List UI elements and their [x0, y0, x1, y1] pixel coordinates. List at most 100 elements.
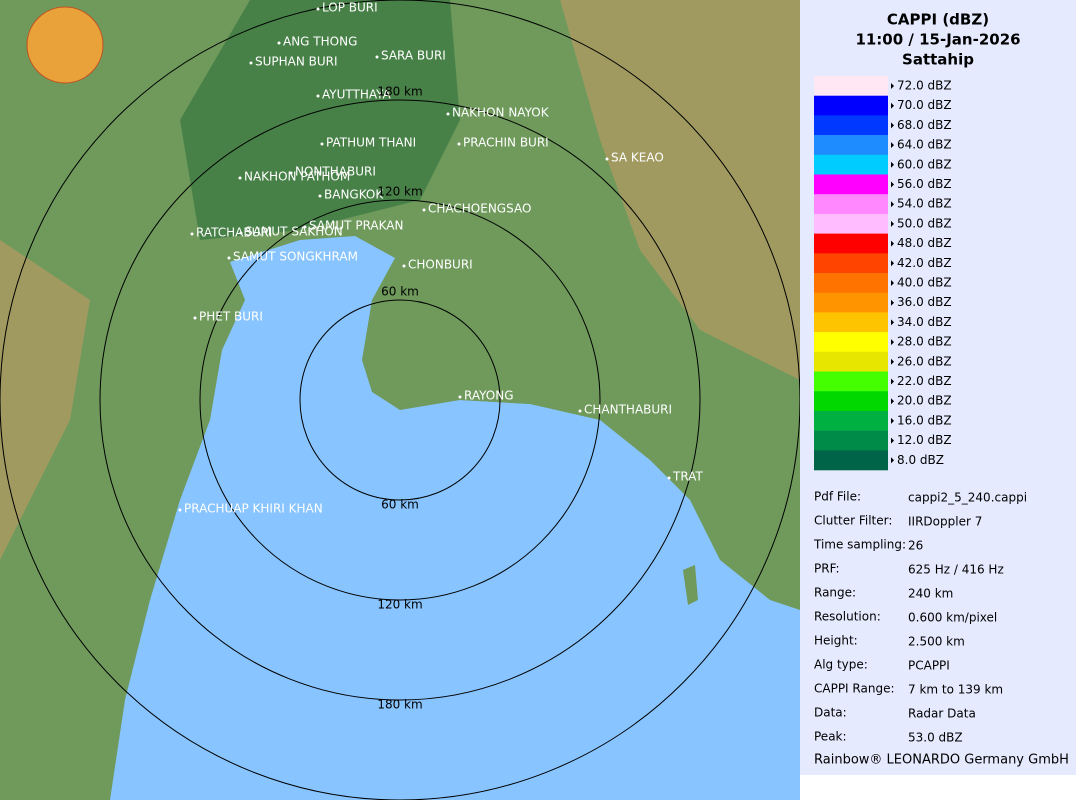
legend-swatch [814, 430, 888, 451]
time: 11:00 / 15-Jan-2026 [855, 31, 1020, 49]
legend-swatch [814, 332, 888, 353]
city-dot [249, 61, 253, 65]
info-value: cappi2_5_240.cappi [908, 491, 1027, 505]
city-dot [667, 476, 671, 480]
legend-label: 40.0 dBZ [897, 276, 952, 290]
legend-swatch [814, 174, 888, 195]
info-key: Resolution: [814, 610, 881, 624]
city-dot [178, 508, 182, 512]
city-dot [318, 194, 322, 198]
site: Sattahip [902, 51, 974, 69]
peninsula [420, 330, 560, 404]
legend-label: 68.0 dBZ [897, 118, 952, 132]
city-label: CHACHOENGSAO [428, 202, 531, 216]
legend-label: 20.0 dBZ [897, 394, 952, 408]
city-dot [422, 208, 426, 212]
legend-label: 72.0 dBZ [897, 79, 952, 93]
city-dot [402, 264, 406, 268]
legend-swatch [814, 312, 888, 333]
city-label: PRACHUAP KHIRI KHAN [184, 502, 323, 516]
side-panel: CAPPI (dBZ) 11:00 / 15-Jan-2026 Sattahip… [800, 0, 1076, 775]
city-label: NAKHON NAYOK [452, 106, 550, 120]
legend-swatch [814, 233, 888, 254]
info-key: Data: [814, 706, 847, 720]
info-key: Peak: [814, 730, 847, 744]
info-value: 0.600 km/pixel [908, 611, 997, 625]
range-label: 60 km [381, 498, 419, 512]
legend-tick [891, 339, 894, 346]
ring [99, 99, 701, 701]
legend-tick [891, 457, 894, 464]
legend-label: 70.0 dBZ [897, 98, 952, 112]
city-dot [375, 55, 379, 59]
city-dot [457, 142, 461, 146]
city-dot [238, 176, 242, 180]
city-dot [239, 231, 243, 235]
legend-label: 22.0 dBZ [897, 374, 952, 388]
legend-swatch [814, 135, 888, 156]
legend-swatch [814, 371, 888, 392]
info-value: 7 km to 139 km [908, 683, 1003, 697]
island [683, 565, 698, 605]
legend-tick [891, 280, 894, 286]
legend-swatch [814, 76, 888, 96]
legend-tick [891, 378, 894, 385]
info-value: 53.0 dBZ [908, 731, 963, 745]
city-label: SARA BURI [381, 49, 446, 63]
legend-swatch [814, 292, 888, 313]
legend-swatch [814, 253, 888, 274]
city-labels: LOP BURI ANG THONG SARA BURI SUPHAN BURI AYU… [178, 1, 703, 516]
city-label: SUPHAN BURI [255, 55, 338, 69]
radar-map: LOP BURI ANG THONG SARA BURI SUPHAN BURI AYU… [0, 0, 800, 800]
range-label: 120 km [377, 598, 422, 612]
city-dot [320, 142, 324, 146]
legend-tick [891, 220, 894, 227]
info-value: PCAPPI [908, 659, 950, 673]
city-label: AYUTTHAYA [322, 88, 392, 102]
legend-tick [891, 161, 894, 168]
legend-tick [891, 398, 894, 405]
legend-label: 8.0 dBZ [897, 453, 944, 467]
info-key: Height: [814, 634, 858, 648]
city-dot [316, 94, 320, 98]
city-dot [578, 409, 582, 413]
ring [199, 199, 601, 601]
info-key: PRF: [814, 562, 840, 576]
legend-swatch [814, 450, 888, 471]
city-dot [190, 232, 194, 236]
info-key: Pdf File: [814, 490, 861, 504]
legend-tick [891, 83, 894, 89]
range-rings [0, 0, 800, 800]
range-label: 60 km [381, 285, 419, 299]
info-key: Clutter Filter: [814, 514, 892, 528]
range-labels: 180 km 120 km 60 km 60 km 120 km 180 km [377, 85, 422, 712]
legend-tick [891, 437, 894, 444]
legend-swatch [814, 95, 888, 116]
city-dot [289, 171, 293, 175]
legend-label: 28.0 dBZ [897, 335, 952, 349]
city-dot [227, 256, 231, 260]
city-label: SA KEAO [611, 151, 664, 165]
legend-swatch [814, 410, 888, 431]
product: CAPPI (dBZ) [887, 11, 989, 29]
legend-tick [891, 142, 894, 149]
city-label: PATHUM THANI [326, 136, 416, 150]
legend-label: 16.0 dBZ [897, 413, 952, 427]
city-label: RAYONG [464, 389, 514, 403]
gulf [110, 236, 800, 800]
city-label: SAMUT SONGKHRAM [233, 250, 358, 264]
legend-tick [891, 122, 894, 129]
legend-label: 50.0 dBZ [897, 216, 952, 230]
info-value: 240 km [908, 587, 953, 601]
info-value: IIRDoppler 7 [908, 515, 982, 529]
footer: Rainbow® LEONARDO Germany GmbH [814, 753, 1069, 768]
legend-label: 34.0 dBZ [897, 315, 952, 329]
info-value: 625 Hz / 416 Hz [908, 563, 1004, 577]
legend-label: 56.0 dBZ [897, 177, 952, 191]
info-value: 26 [908, 539, 923, 553]
info-key: CAPPI Range: [814, 682, 895, 696]
range-label: 120 km [377, 185, 422, 199]
legend-tick [891, 299, 894, 306]
city-label: SAMUT PRAKAN [309, 219, 403, 233]
